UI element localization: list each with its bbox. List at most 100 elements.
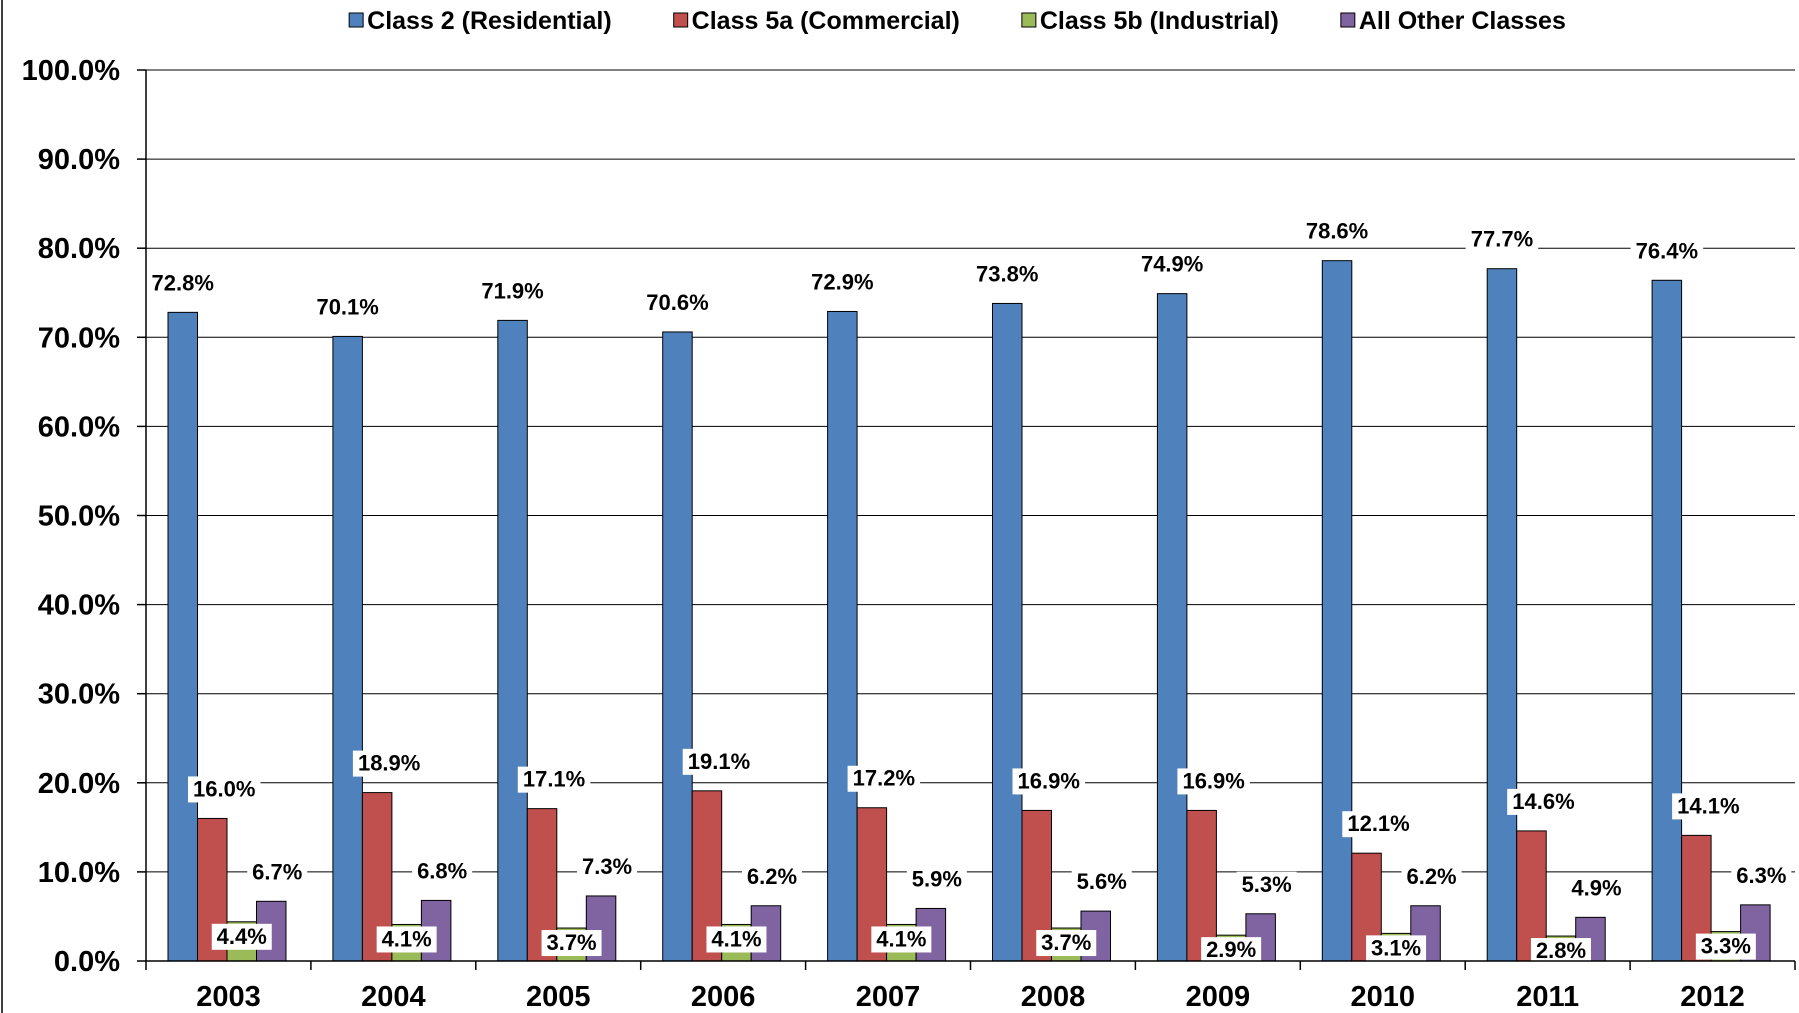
y-tick-label: 60.0%	[38, 411, 120, 443]
bar	[992, 302, 1023, 962]
data-label: 2.9%	[1206, 937, 1256, 962]
data-label-background	[376, 926, 437, 953]
legend-entry-label: Class 2 (Residential)	[367, 7, 612, 35]
y-tick-label: 10.0%	[38, 857, 120, 889]
data-label: 4.1%	[382, 926, 432, 951]
legend-swatch	[1340, 12, 1356, 28]
data-label: 4.1%	[711, 926, 761, 951]
bar	[1651, 279, 1683, 962]
data-label: 19.1%	[688, 749, 750, 774]
data-label-background	[517, 766, 591, 793]
legend-entry-label: Class 5b (Industrial)	[1040, 7, 1279, 35]
legend-entry-label: Class 5a (Commercial)	[692, 7, 960, 35]
data-label: 72.9%	[811, 269, 873, 294]
data-label-background	[247, 859, 308, 886]
bar	[167, 311, 198, 962]
data-label-background	[1012, 768, 1085, 795]
data-label-background	[412, 858, 473, 885]
data-label-background	[1630, 238, 1704, 265]
data-label-background	[1177, 768, 1250, 795]
x-tick-label: 2004	[361, 981, 426, 1013]
data-label: 76.4%	[1636, 238, 1698, 263]
y-tick-label: 50.0%	[38, 501, 120, 533]
data-label-background	[1731, 862, 1792, 889]
legend-entry-label: All Other Classes	[1359, 7, 1566, 35]
data-label: 3.1%	[1371, 935, 1421, 960]
x-tick-label: 2010	[1350, 981, 1415, 1013]
bar	[497, 319, 528, 962]
legend-swatch	[348, 12, 364, 28]
data-label: 6.3%	[1736, 863, 1786, 888]
data-label: 77.7%	[1471, 227, 1533, 252]
data-label-background	[641, 289, 714, 316]
data-label: 72.8%	[152, 270, 214, 295]
data-label: 78.6%	[1306, 219, 1368, 244]
data-label-background	[1366, 935, 1427, 962]
data-label-background	[741, 863, 802, 890]
y-tick-label: 100.0%	[22, 55, 121, 87]
data-label: 6.7%	[252, 859, 302, 884]
data-label-background	[1672, 793, 1745, 820]
data-label: 4.1%	[876, 926, 926, 951]
bar	[332, 335, 363, 962]
data-label-background	[188, 776, 261, 803]
y-tick-label: 20.0%	[38, 768, 120, 800]
x-tick-label: 2006	[691, 981, 756, 1013]
data-label-background	[541, 930, 602, 957]
data-label-background	[1401, 863, 1462, 890]
y-axis-ticks: 0.0% 10.0% 20.0% 30.0% 40.0% 50.0% 60.0% 70.0% 8…	[22, 55, 146, 978]
gridlines	[146, 69, 1795, 873]
x-tick-label: 2008	[1021, 981, 1086, 1013]
data-label: 17.2%	[853, 766, 915, 791]
data-label-background	[706, 926, 767, 953]
data-label: 70.1%	[316, 294, 378, 319]
data-label: 16.9%	[1182, 768, 1244, 793]
data-label-background	[1300, 218, 1374, 245]
data-labels: 72.8% 70.1% 71.9% 70.6% 72.9% 73.8% 74.9% 78.6%…	[146, 218, 1792, 965]
data-label: 70.6%	[646, 290, 708, 315]
data-label-background	[871, 926, 932, 953]
bar	[1321, 260, 1353, 962]
data-label: 5.6%	[1077, 869, 1127, 894]
data-label: 17.1%	[523, 767, 585, 792]
data-label: 16.0%	[193, 776, 255, 801]
legend-swatch	[673, 12, 689, 28]
data-label: 6.2%	[747, 864, 797, 889]
data-label-background	[1135, 251, 1209, 278]
x-axis-ticks: 2003 2004 2005 2006 2007 2008 2009 2010 2011 2012	[145, 961, 1796, 1013]
data-label: 71.9%	[481, 278, 543, 303]
data-label-background	[1530, 938, 1591, 965]
data-label-background	[1342, 811, 1415, 838]
bar	[1486, 268, 1518, 962]
x-tick-label: 2007	[856, 981, 921, 1013]
data-label-background	[971, 261, 1044, 288]
data-label-background	[1036, 930, 1097, 957]
data-label: 4.4%	[217, 924, 267, 949]
data-label-background	[1236, 871, 1297, 898]
data-label-background	[806, 269, 879, 296]
data-label: 7.3%	[582, 854, 632, 879]
x-tick-label: 2009	[1186, 981, 1251, 1013]
x-tick-label: 2005	[526, 981, 591, 1013]
data-label: 12.1%	[1347, 811, 1409, 836]
y-tick-label: 70.0%	[38, 322, 120, 354]
y-tick-label: 40.0%	[38, 590, 120, 622]
data-label-background	[577, 853, 638, 880]
bar	[1156, 293, 1188, 962]
data-label: 3.7%	[1041, 930, 1091, 955]
data-label-background	[847, 765, 921, 792]
data-label: 4.9%	[1571, 875, 1621, 900]
data-label-background	[352, 750, 426, 777]
bar	[662, 331, 693, 962]
data-label-background	[1566, 875, 1627, 902]
data-label-background	[311, 294, 384, 321]
data-label-background	[211, 923, 272, 950]
data-label-background	[906, 866, 967, 893]
data-label: 14.6%	[1512, 789, 1574, 814]
data-label: 74.9%	[1141, 252, 1203, 277]
y-tick-label: 90.0%	[38, 144, 120, 176]
y-tick-label: 0.0%	[54, 946, 120, 978]
data-label-background	[1695, 933, 1756, 960]
data-label: 14.1%	[1677, 793, 1739, 818]
